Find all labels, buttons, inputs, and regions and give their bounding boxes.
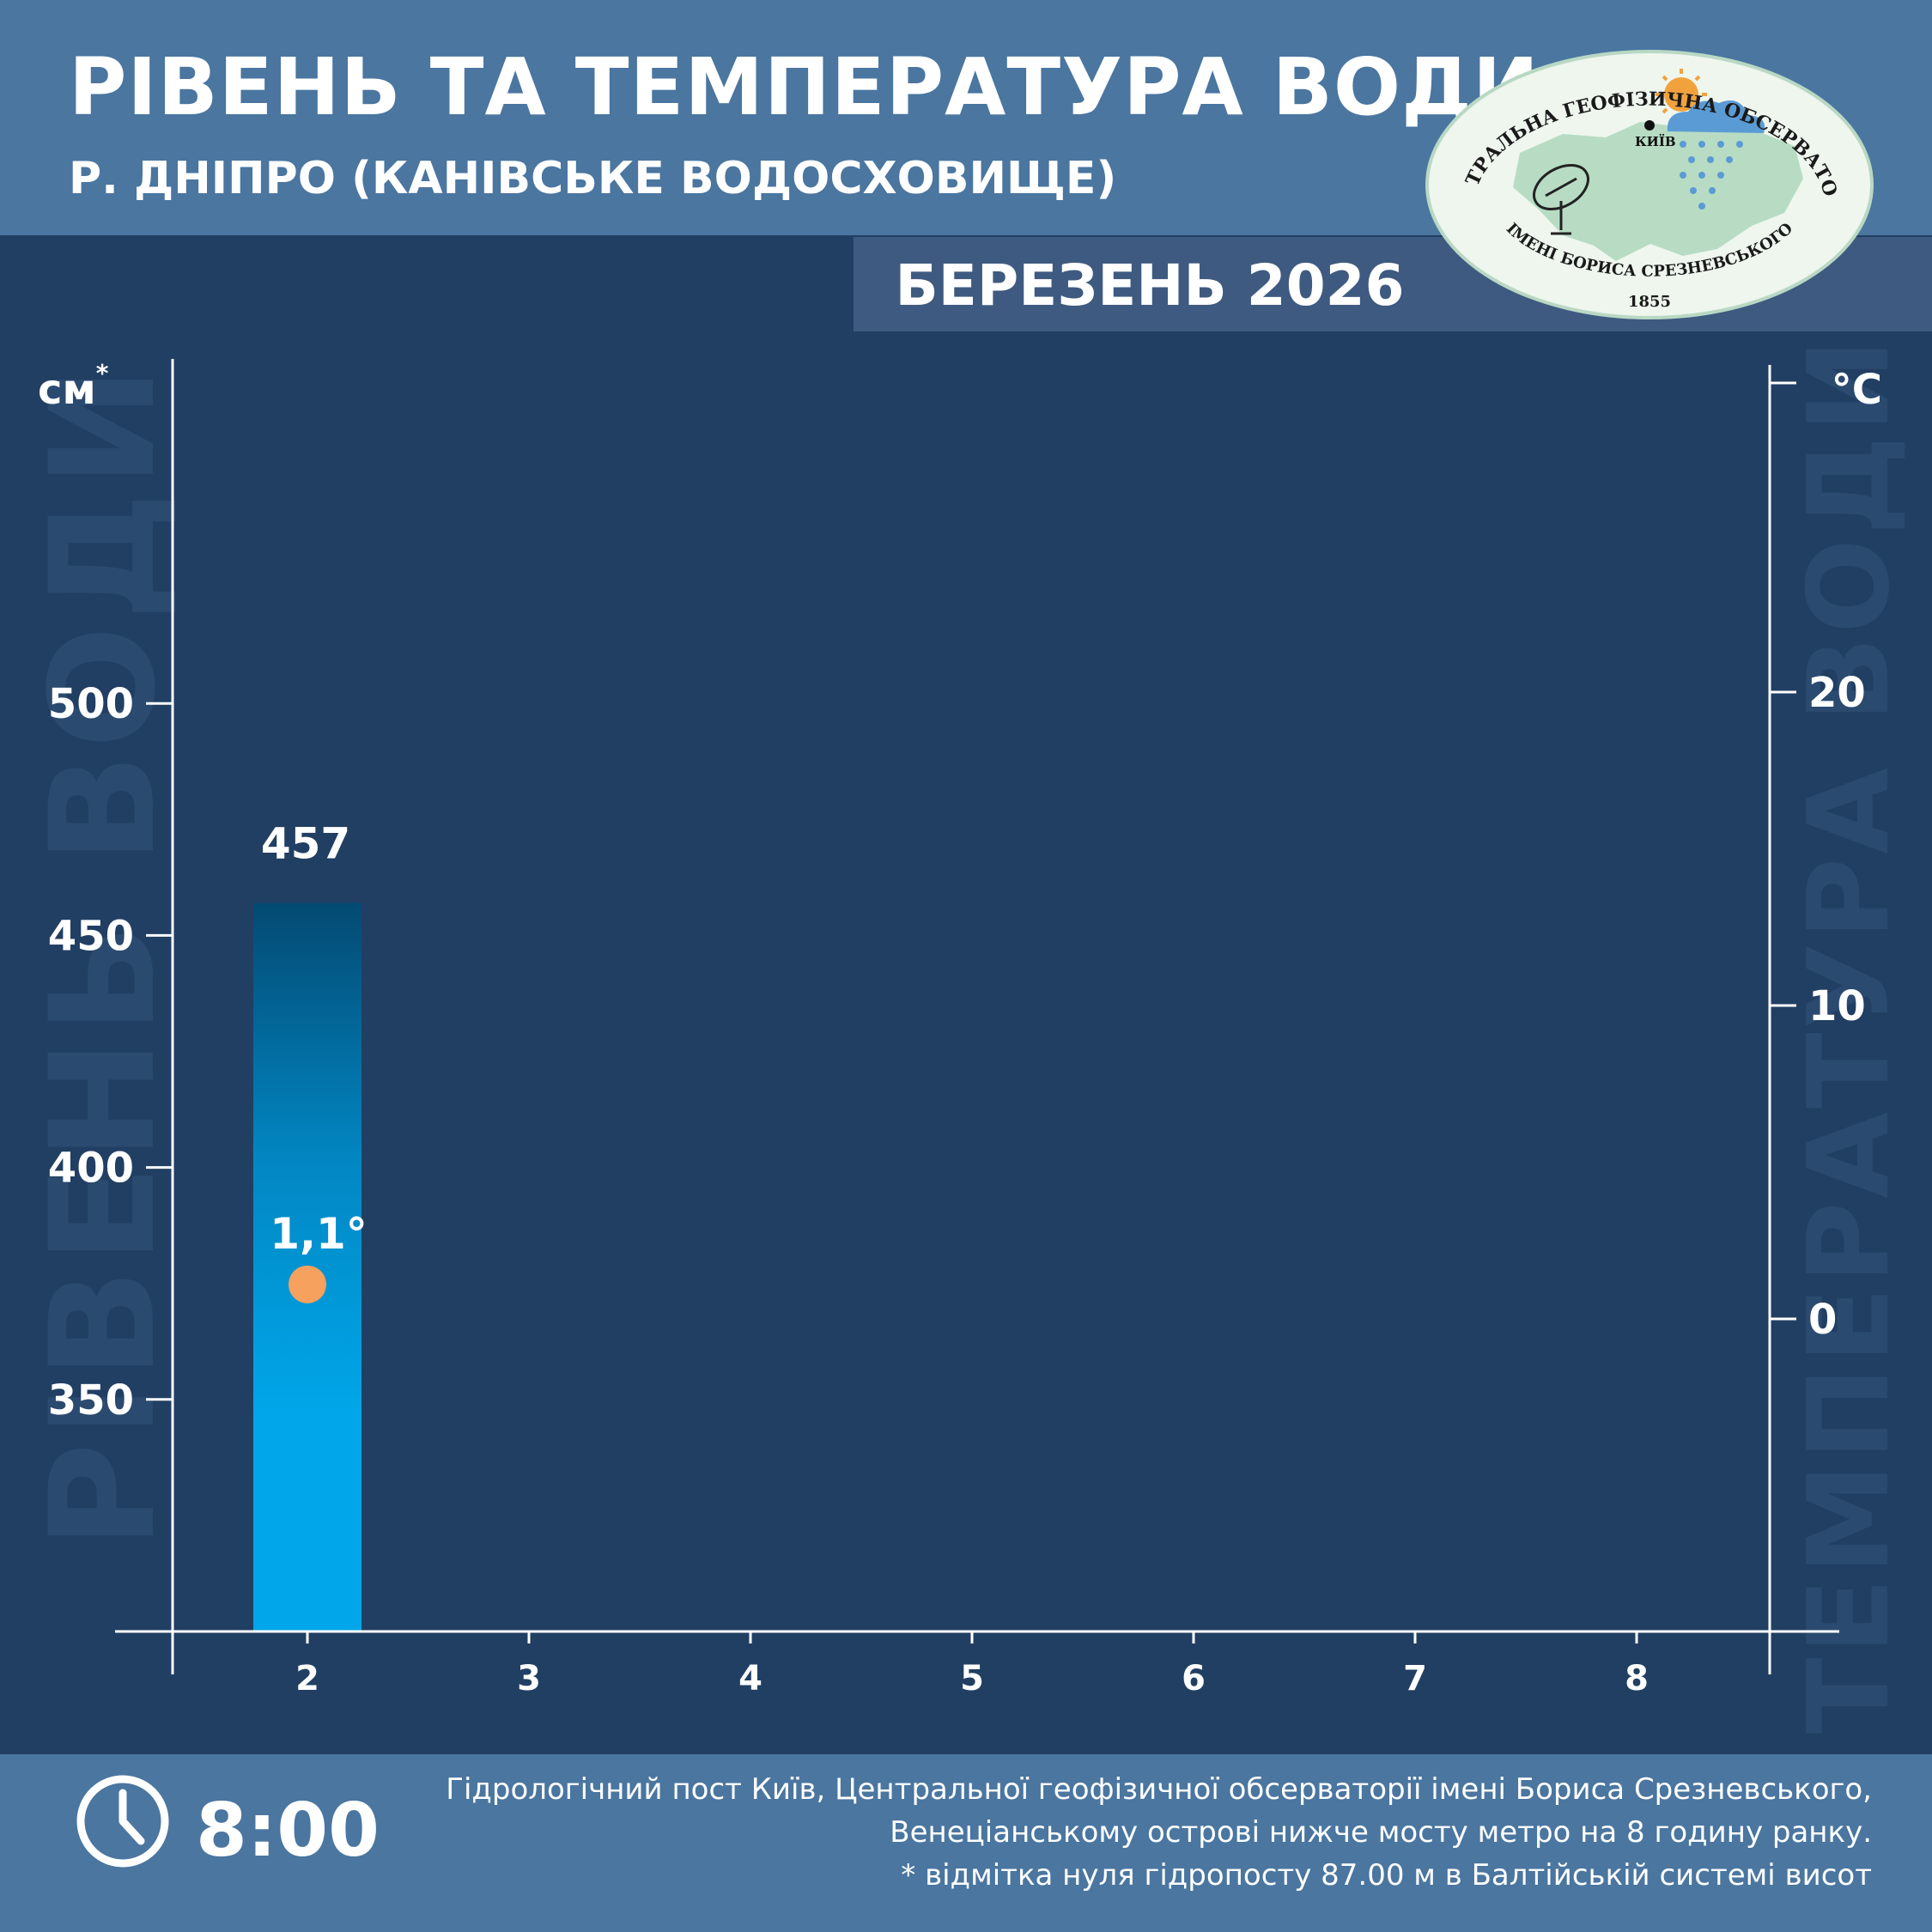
left-axis-watermark: РІВЕНЬ ВОДИ (19, 361, 187, 1549)
ukraine-map-icon (1513, 117, 1803, 261)
right-tick-label: 10 (1808, 982, 1866, 1030)
logo-year: 1855 (1628, 293, 1671, 311)
x-tick-label: 5 (960, 1659, 984, 1698)
footer-note-1: Гідрологічний пост Київ, Центральної гео… (446, 1772, 1872, 1807)
cloud-icon (1667, 100, 1765, 133)
rain-icon (1680, 141, 1743, 210)
footer-note-2: Венеціанському острові нижче мосту метро… (890, 1815, 1872, 1850)
right-axis-watermark: ТЕМПЕРАТУРА ВОДИ (1783, 336, 1914, 1735)
x-tick-label: 3 (517, 1659, 541, 1698)
logo-city: КИЇВ (1635, 133, 1676, 149)
footer-bar (0, 1754, 1932, 1932)
left-tick-label: 400 (48, 1145, 134, 1193)
city-marker-icon (1644, 120, 1655, 131)
x-tick-label: 2 (295, 1659, 319, 1698)
observation-time: 8:00 (196, 1788, 380, 1874)
month-label: БЕРЕЗЕНЬ 2026 (895, 252, 1405, 319)
temperature-point (289, 1265, 326, 1303)
temperature-value-label: 1,1° (270, 1209, 368, 1259)
x-tick-label: 7 (1403, 1659, 1427, 1698)
x-tick-label: 4 (738, 1659, 762, 1698)
footer-note-3: * відмітка нуля гідропосту 87.00 м в Бал… (901, 1858, 1872, 1893)
page-title: РІВЕНЬ ТА ТЕМПЕРАТУРА ВОДИ (69, 41, 1540, 133)
right-tick-label: 0 (1808, 1296, 1837, 1344)
left-axis-unit: см* (38, 359, 109, 414)
observatory-logo: КИЇВ ЦЕНТРАЛЬНА ГЕОФІЗИЧНА ОБСЕРВАТОРІЯ … (1425, 50, 1874, 319)
left-tick-label: 450 (48, 912, 134, 960)
right-tick-label: 20 (1808, 669, 1866, 717)
right-axis-unit: °С (1832, 366, 1882, 414)
antenna-icon (1533, 163, 1589, 235)
clock-icon (76, 1775, 169, 1868)
left-tick-label: 500 (48, 680, 134, 728)
x-tick-label: 8 (1625, 1659, 1649, 1698)
unit-asterisk: * (96, 359, 109, 387)
left-tick-label: 350 (48, 1376, 134, 1425)
level-value-label: 457 (261, 819, 350, 869)
page-subtitle: Р. ДНІПРО (КАНІВСЬКЕ ВОДОСХОВИЩЕ) (69, 153, 1117, 204)
x-tick-label: 6 (1182, 1659, 1206, 1698)
